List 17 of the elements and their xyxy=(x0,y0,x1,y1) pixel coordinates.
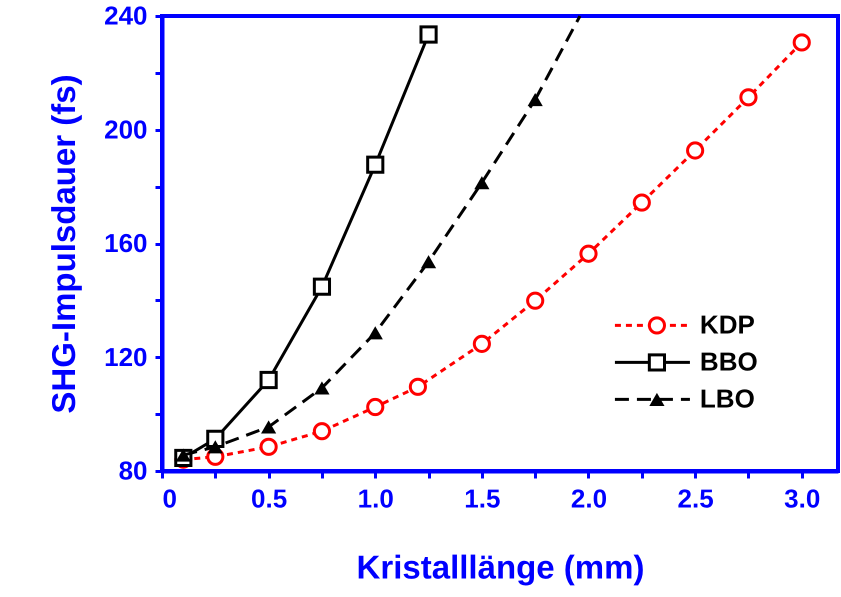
legend-label: BBO xyxy=(700,346,758,376)
y-tick-label: 160 xyxy=(104,228,148,258)
legend-label: KDP xyxy=(700,309,755,340)
x-tick-label: 0.5 xyxy=(251,484,288,514)
y-axis-title: SHG-Impulsdauer (fs) xyxy=(45,74,82,414)
x-tick-label: 3.0 xyxy=(784,484,820,514)
y-tick-label: 240 xyxy=(104,0,148,30)
x-tick-label: 1.0 xyxy=(358,484,394,514)
x-tick-label: 2.5 xyxy=(678,484,714,514)
x-tick-label: 1.5 xyxy=(464,484,500,514)
y-tick-label: 120 xyxy=(104,342,148,372)
x-tick-label: 2.0 xyxy=(570,484,608,514)
x-tick-label: 0 xyxy=(162,484,177,514)
x-axis-title: Kristalllänge (mm) xyxy=(356,548,644,586)
y-tick-label: 200 xyxy=(104,114,148,144)
legend-label: LBO xyxy=(700,383,755,414)
y-tick-label: 80 xyxy=(118,456,148,486)
